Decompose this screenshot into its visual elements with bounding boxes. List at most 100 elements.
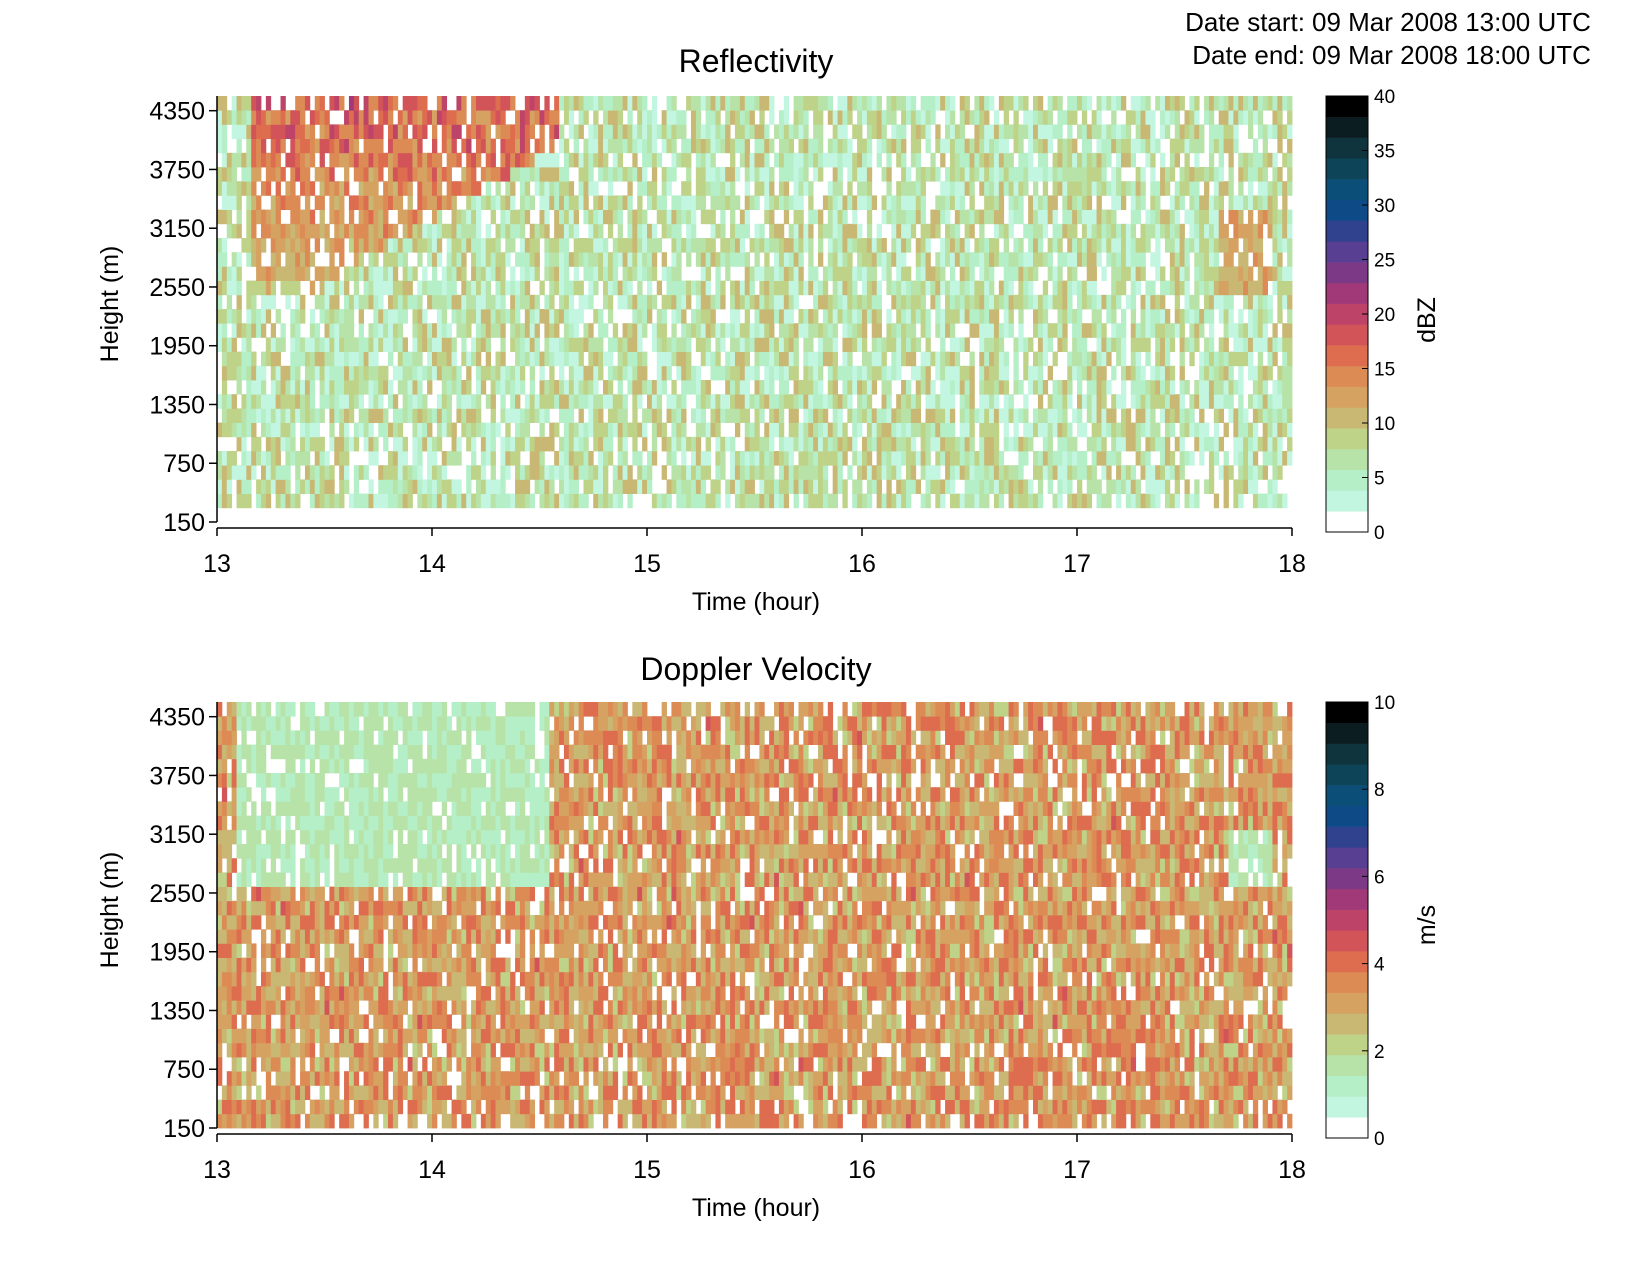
heatmap-cell (1189, 493, 1195, 509)
heatmap-cell (388, 238, 394, 253)
heatmap-cell (993, 195, 1000, 210)
heatmap-cell (275, 408, 281, 423)
heatmap-cell (388, 266, 394, 281)
heatmap-cell (984, 238, 990, 253)
heatmap-cell (827, 323, 834, 338)
heatmap-cell (666, 110, 672, 125)
heatmap-cell (451, 493, 457, 509)
heatmap-cell (417, 479, 423, 494)
heatmap-cell (896, 280, 902, 296)
heatmap-cell (681, 294, 687, 310)
heatmap-cell (1179, 266, 1185, 281)
heatmap-cell (524, 323, 531, 338)
heatmap-cell (832, 266, 838, 281)
heatmap-cell (1135, 167, 1141, 182)
heatmap-cell (700, 138, 707, 154)
heatmap-cell (524, 238, 531, 253)
heatmap-cell (627, 365, 633, 381)
heatmap-cell (1145, 493, 1151, 509)
heatmap-cell (519, 238, 526, 253)
heatmap-cell (832, 138, 838, 154)
heatmap-cell (715, 351, 721, 367)
heatmap-cell (505, 195, 511, 210)
heatmap-cell (1111, 238, 1117, 253)
heatmap-cell (852, 408, 858, 423)
heatmap-cell (563, 351, 570, 367)
heatmap-cell (392, 266, 399, 281)
heatmap-cell (319, 266, 325, 281)
heatmap-cell (295, 152, 301, 168)
heatmap-cell (813, 110, 819, 125)
heatmap-cell (588, 209, 594, 225)
heatmap-cell (715, 195, 721, 210)
heatmap-cell (461, 323, 467, 338)
heatmap-cell (607, 351, 614, 367)
heatmap-cell (754, 422, 760, 438)
heatmap-cell (700, 209, 707, 225)
heatmap-cell (334, 223, 340, 239)
heatmap-cell (319, 223, 325, 239)
heatmap-cell (666, 280, 672, 296)
heatmap-cell (940, 238, 946, 253)
heatmap-cell (857, 266, 863, 281)
heatmap-cell (1287, 294, 1293, 310)
heatmap-cell (505, 181, 511, 196)
heatmap-cell (417, 465, 423, 480)
heatmap-cell (949, 337, 956, 352)
heatmap-cell (383, 493, 389, 509)
heatmap-cell (720, 323, 726, 338)
heatmap-cell (1120, 266, 1127, 281)
heatmap-cell (813, 493, 819, 509)
heatmap-cell (1042, 309, 1049, 324)
heatmap-cell (974, 280, 980, 296)
heatmap-cell (1252, 138, 1259, 154)
heatmap-cell (588, 294, 594, 310)
heatmap-cell (612, 337, 619, 352)
heatmap-cell (427, 167, 433, 182)
heatmap-cell (1277, 380, 1283, 395)
heatmap-cell (495, 167, 501, 182)
heatmap-cell (813, 394, 819, 409)
heatmap-cell (705, 323, 711, 338)
heatmap-cell (1057, 167, 1063, 182)
heatmap-cell (358, 365, 364, 381)
heatmap-cell (764, 124, 770, 139)
heatmap-cell (949, 465, 956, 480)
heatmap-cell (798, 309, 804, 324)
heatmap-cell (1272, 465, 1278, 480)
heatmap-cell (1282, 408, 1288, 423)
heatmap-cell (754, 351, 760, 367)
heatmap-cell (1018, 252, 1024, 267)
heatmap-cell (383, 96, 389, 111)
heatmap-cell (632, 408, 638, 423)
heatmap-cell (1252, 337, 1259, 352)
heatmap-cell (632, 337, 638, 352)
heatmap-cell (778, 152, 785, 168)
heatmap-cell (265, 110, 272, 125)
heatmap-cell (1169, 365, 1176, 381)
heatmap-cell (519, 124, 526, 139)
heatmap-cell (964, 209, 970, 225)
heatmap-cell (739, 138, 746, 154)
heatmap-cell (1243, 266, 1249, 281)
heatmap-cell (1023, 181, 1029, 196)
heatmap-cell (295, 394, 301, 409)
heatmap-cell (236, 266, 242, 281)
heatmap-cell (383, 110, 389, 125)
heatmap-cell (1067, 223, 1073, 239)
heatmap-cell (1047, 436, 1053, 452)
heatmap-cell (739, 238, 746, 253)
heatmap-cell (1101, 323, 1107, 338)
heatmap-cell (940, 323, 946, 338)
heatmap-cell (1013, 238, 1019, 253)
heatmap-cell (852, 422, 858, 438)
heatmap-cell (392, 223, 399, 239)
heatmap-cell (285, 436, 291, 452)
heatmap-cell (1272, 323, 1278, 338)
heatmap-cell (1238, 167, 1244, 182)
heatmap-cell (353, 195, 360, 210)
heatmap-cell (231, 309, 237, 324)
heatmap-cell (500, 493, 506, 509)
heatmap-cell (1086, 223, 1093, 239)
heatmap-cell (915, 266, 922, 281)
